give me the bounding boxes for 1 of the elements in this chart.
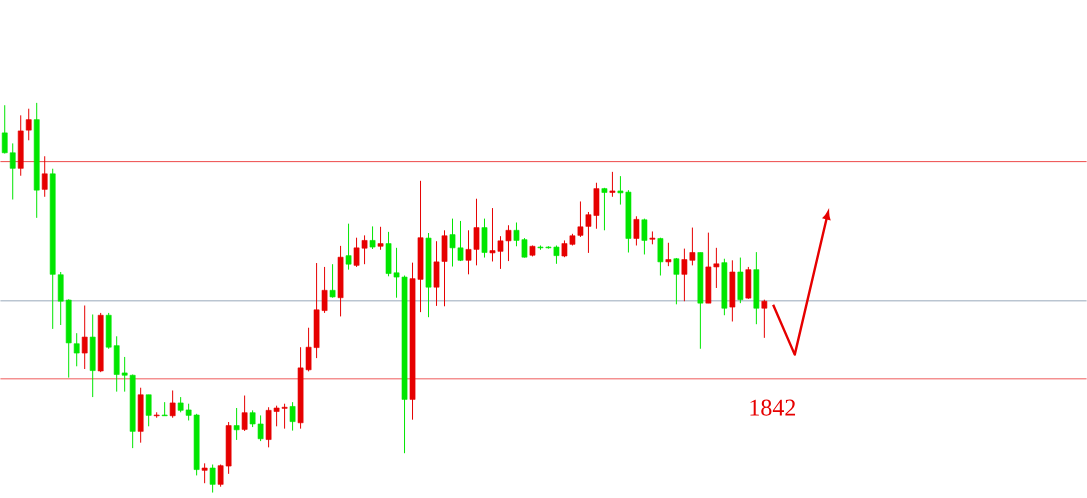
annotation: 1842	[750, 399, 796, 416]
